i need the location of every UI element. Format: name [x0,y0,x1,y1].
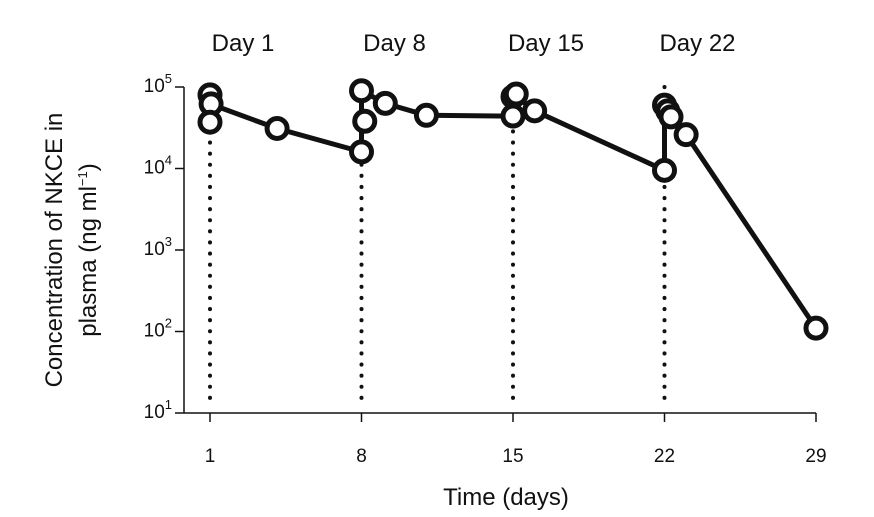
data-point [352,108,378,134]
series-points-group [197,78,829,341]
x-tick-label: 15 [502,446,523,467]
y-axis-title-line2: plasma (ng ml−1) [75,163,102,337]
x-tick-label: 8 [356,446,367,467]
y-axis-title-prefix: plasma (ng ml [75,186,102,337]
y-axis-title-sup: −1 [75,171,90,186]
dose-lines [208,85,667,409]
data-point [349,78,374,104]
data-point [500,103,526,129]
data-point [522,98,548,124]
y-tick-label: 101 [144,397,172,423]
x-tick-label: 22 [654,446,675,467]
data-point [264,115,290,141]
y-axis-title-line1: Concentration of NKCE in [41,113,68,388]
data-point [197,109,223,135]
data-point [673,122,699,148]
y-tick-label: 104 [144,153,172,179]
data-point [803,315,829,341]
data-point [658,104,684,130]
y-tick-label: 102 [144,316,172,342]
y-axis-title: Concentration of NKCE in plasma (ng ml−1… [41,113,102,388]
dose-label: Day 22 [659,30,735,57]
x-tick-label: 29 [805,446,826,467]
x-axis-title: Time (days) [443,484,569,511]
y-tick-label: 105 [144,71,172,97]
data-point [503,81,529,107]
y-tick-label: 103 [144,234,172,260]
data-point [349,139,374,165]
dose-label: Day 1 [212,30,275,57]
dose-labels: Day 1 Day 8 Day 15 Day 22 [212,30,736,57]
ticks: 105 104 103 102 101 1 8 15 22 29 [144,71,827,467]
data-point [652,157,677,183]
x-tick-label: 1 [205,446,216,467]
dose-label: Day 8 [363,30,426,57]
data-point [372,90,398,116]
data-point [413,102,439,128]
y-axis-title-suffix: ) [75,163,102,171]
dose-label: Day 15 [508,30,584,57]
